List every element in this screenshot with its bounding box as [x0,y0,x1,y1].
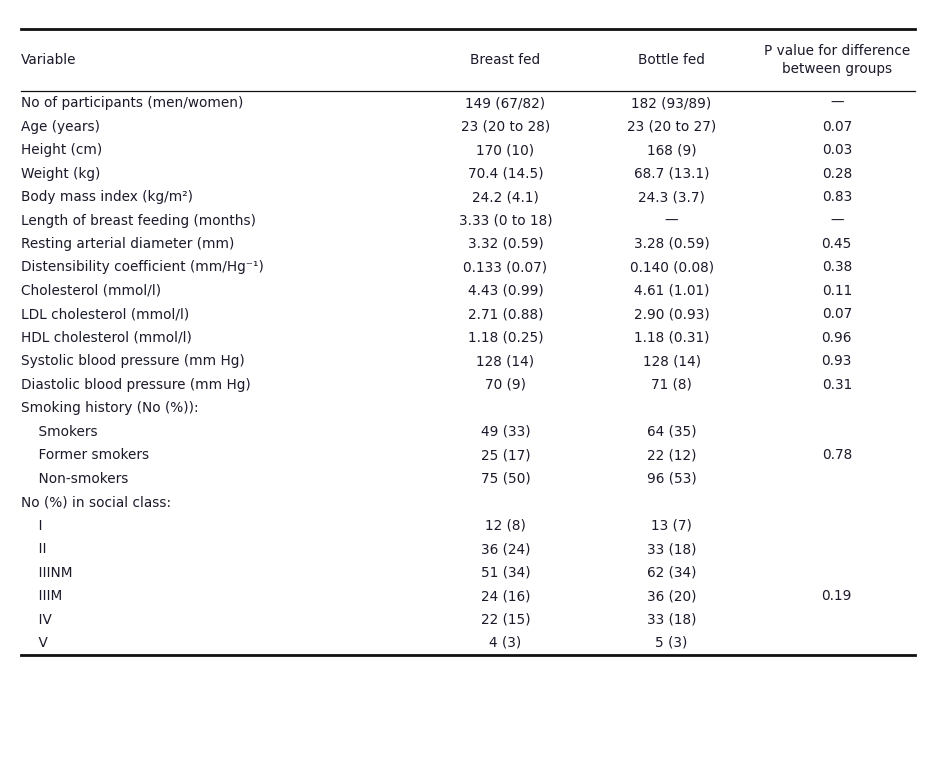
Text: LDL cholesterol (mmol/l): LDL cholesterol (mmol/l) [21,307,189,322]
Text: 0.83: 0.83 [822,190,852,204]
Text: 4.61 (1.01): 4.61 (1.01) [634,284,709,298]
Text: 168 (9): 168 (9) [647,143,696,157]
Text: 3.32 (0.59): 3.32 (0.59) [468,237,543,251]
Text: 128 (14): 128 (14) [642,354,701,368]
Text: 51 (34): 51 (34) [480,565,531,580]
Text: —: — [830,213,843,228]
Text: I: I [21,519,42,533]
Text: 62 (34): 62 (34) [647,565,696,580]
Text: 75 (50): 75 (50) [480,472,531,485]
Text: 5 (3): 5 (3) [655,636,688,650]
Text: 33 (18): 33 (18) [647,613,696,626]
Text: 0.45: 0.45 [822,237,852,251]
Text: 4 (3): 4 (3) [490,636,521,650]
Text: —: — [665,213,679,228]
Text: Bottle fed: Bottle fed [638,53,705,67]
Text: 0.07: 0.07 [822,307,852,322]
Text: Length of breast feeding (months): Length of breast feeding (months) [21,213,256,228]
Text: 0.140 (0.08): 0.140 (0.08) [630,261,713,274]
Text: 0.28: 0.28 [822,167,852,181]
Text: 68.7 (13.1): 68.7 (13.1) [634,167,709,181]
Text: 70 (9): 70 (9) [485,378,526,392]
Text: 23 (20 to 27): 23 (20 to 27) [627,120,716,133]
Text: —: — [830,96,843,110]
Text: Diastolic blood pressure (mm Hg): Diastolic blood pressure (mm Hg) [21,378,250,392]
Text: 1.18 (0.31): 1.18 (0.31) [634,331,709,345]
Text: 149 (67/82): 149 (67/82) [465,96,546,110]
Text: Variable: Variable [21,53,76,67]
Text: IV: IV [21,613,51,626]
Text: P value for difference
between groups: P value for difference between groups [764,44,910,76]
Text: 4.43 (0.99): 4.43 (0.99) [468,284,543,298]
Text: 2.71 (0.88): 2.71 (0.88) [468,307,543,322]
Text: Resting arterial diameter (mm): Resting arterial diameter (mm) [21,237,234,251]
Text: Smokers: Smokers [21,424,97,439]
Text: II: II [21,542,46,556]
Text: Distensibility coefficient (mm/Hg⁻¹): Distensibility coefficient (mm/Hg⁻¹) [21,261,263,274]
Text: Height (cm): Height (cm) [21,143,102,157]
Text: 0.133 (0.07): 0.133 (0.07) [463,261,548,274]
Text: No (%) in social class:: No (%) in social class: [21,495,170,509]
Text: IIINM: IIINM [21,565,72,580]
Text: 3.33 (0 to 18): 3.33 (0 to 18) [459,213,552,228]
Text: 1.18 (0.25): 1.18 (0.25) [468,331,543,345]
Text: 0.93: 0.93 [822,354,852,368]
Text: 12 (8): 12 (8) [485,519,526,533]
Text: 22 (12): 22 (12) [647,448,696,463]
Text: 24.3 (3.7): 24.3 (3.7) [638,190,705,204]
Text: Age (years): Age (years) [21,120,99,133]
Text: 0.19: 0.19 [822,589,852,603]
Text: 0.07: 0.07 [822,120,852,133]
Text: 2.90 (0.93): 2.90 (0.93) [634,307,709,322]
Text: Smoking history (No (%)):: Smoking history (No (%)): [21,402,198,415]
Text: Breast fed: Breast fed [471,53,540,67]
Text: 33 (18): 33 (18) [647,542,696,556]
Text: 96 (53): 96 (53) [647,472,696,485]
Text: Former smokers: Former smokers [21,448,149,463]
Text: 36 (24): 36 (24) [481,542,530,556]
Text: V: V [21,636,48,650]
Text: 0.38: 0.38 [822,261,852,274]
Text: Weight (kg): Weight (kg) [21,167,100,181]
Text: 36 (20): 36 (20) [647,589,696,603]
Text: 0.03: 0.03 [822,143,852,157]
Text: Cholesterol (mmol/l): Cholesterol (mmol/l) [21,284,161,298]
Text: 22 (15): 22 (15) [480,613,531,626]
Text: Body mass index (kg/m²): Body mass index (kg/m²) [21,190,193,204]
Text: 71 (8): 71 (8) [651,378,692,392]
Text: 13 (7): 13 (7) [651,519,692,533]
Text: HDL cholesterol (mmol/l): HDL cholesterol (mmol/l) [21,331,192,345]
Text: 0.96: 0.96 [822,331,852,345]
Text: 0.31: 0.31 [822,378,852,392]
Text: 3.28 (0.59): 3.28 (0.59) [634,237,709,251]
Text: 24.2 (4.1): 24.2 (4.1) [472,190,539,204]
Text: IIIM: IIIM [21,589,62,603]
Text: Systolic blood pressure (mm Hg): Systolic blood pressure (mm Hg) [21,354,244,368]
Text: No of participants (men/women): No of participants (men/women) [21,96,243,110]
Text: 64 (35): 64 (35) [647,424,696,439]
Text: 0.78: 0.78 [822,448,852,463]
Text: 23 (20 to 28): 23 (20 to 28) [461,120,550,133]
Text: 128 (14): 128 (14) [476,354,534,368]
Text: 49 (33): 49 (33) [480,424,531,439]
Text: 25 (17): 25 (17) [480,448,531,463]
Text: 170 (10): 170 (10) [476,143,534,157]
Text: Non-smokers: Non-smokers [21,472,128,485]
Text: 0.11: 0.11 [822,284,852,298]
Text: 182 (93/89): 182 (93/89) [632,96,711,110]
Text: 70.4 (14.5): 70.4 (14.5) [468,167,543,181]
Text: 24 (16): 24 (16) [481,589,530,603]
